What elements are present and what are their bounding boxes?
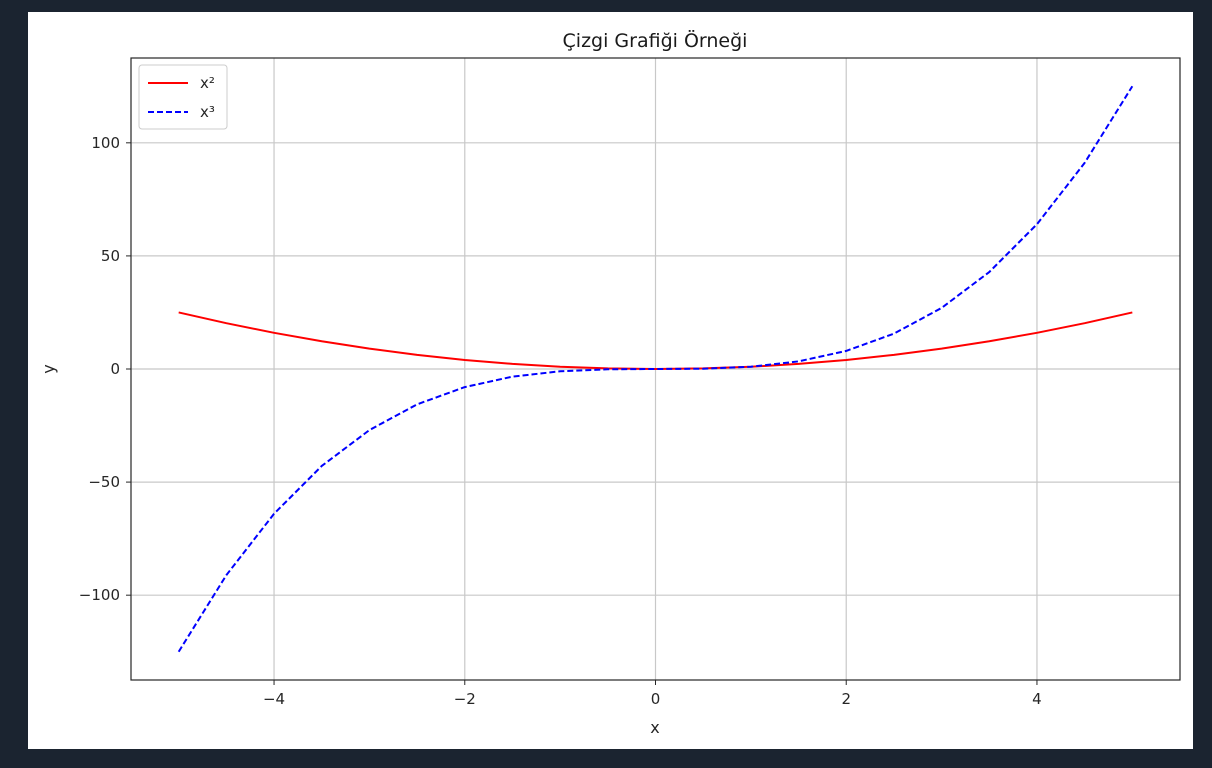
figure-panel [28,12,1193,749]
y-tick-label: −100 [79,586,120,604]
y-tick-label: 100 [91,134,120,152]
x-axis-ticks: −4 −2 0 2 4 [263,680,1042,708]
legend: x² x³ [138,64,228,130]
x-tick-label: 4 [1032,690,1042,708]
legend-label-x-squared: x² [200,74,215,92]
x-tick-label: −2 [454,690,476,708]
y-axis-ticks: −100 −50 0 50 100 [79,134,131,604]
legend-label-x-cubed: x³ [200,103,215,121]
x-tick-label: 2 [841,690,851,708]
y-axis-label: y [39,364,58,373]
chart-title: Çizgi Grafiği Örneği [563,29,748,52]
x-tick-label: −4 [263,690,285,708]
x-tick-label: 0 [651,690,661,708]
series-line-x-cubed [177,85,1134,653]
y-tick-label: 0 [110,360,120,378]
y-tick-label: −50 [88,473,120,491]
series-line-x-squared [178,311,1133,370]
x-axis-label: x [650,718,659,737]
series-lines [177,85,1134,653]
y-tick-label: 50 [101,247,120,265]
